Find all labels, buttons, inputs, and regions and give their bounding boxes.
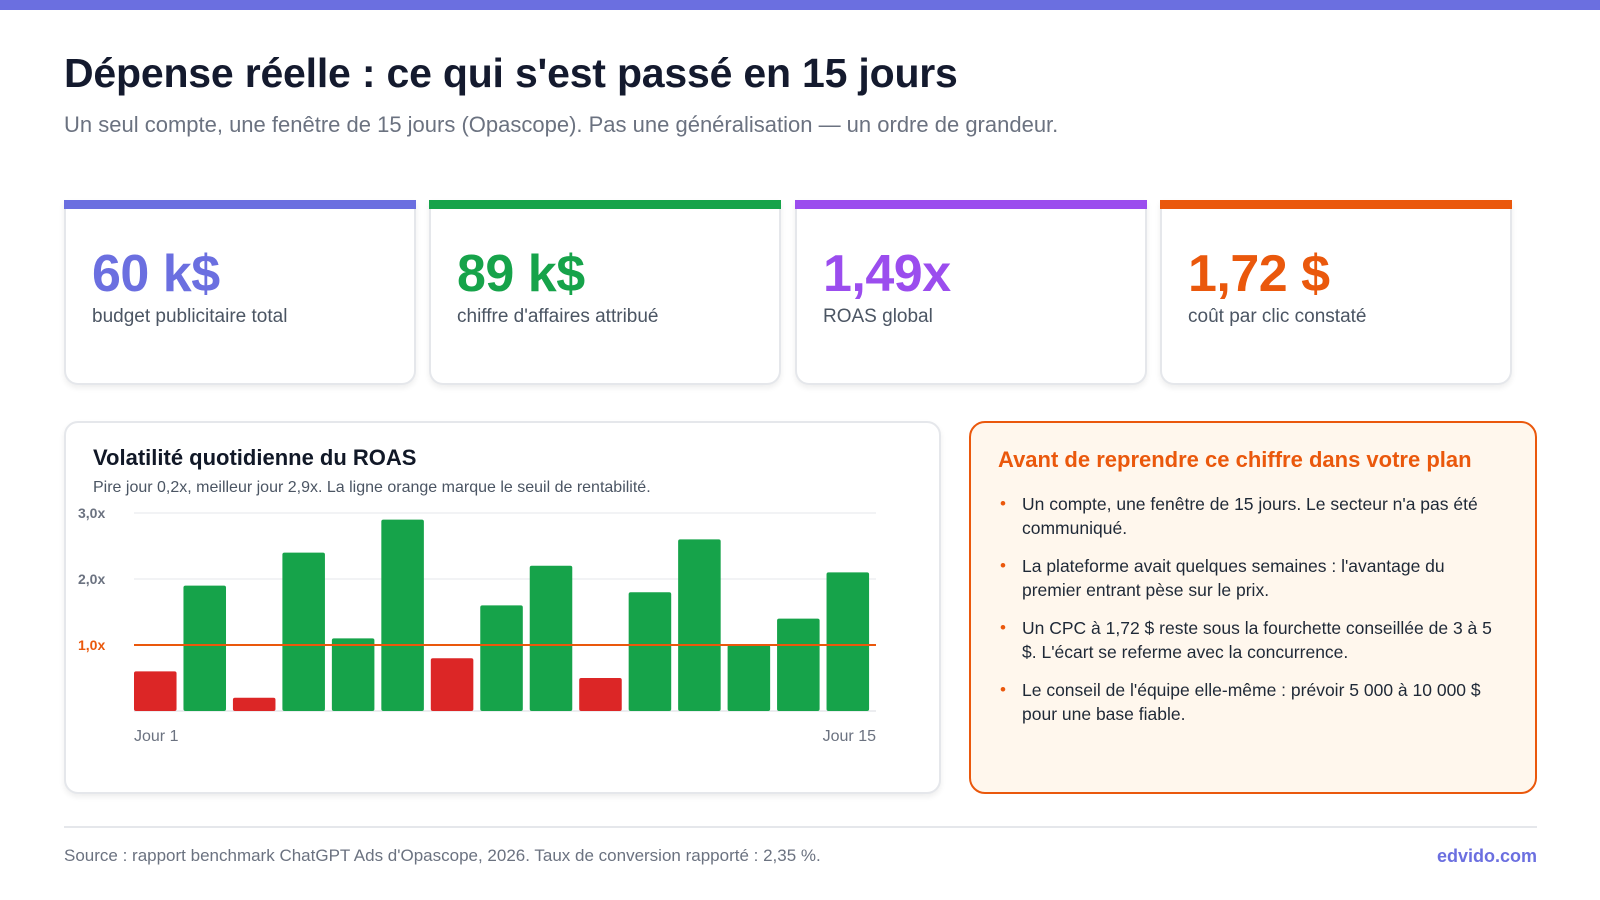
- x-tick-label: Jour 15: [823, 728, 876, 745]
- bullet-icon: •: [1000, 618, 1006, 637]
- kpi-value: 1,72 $: [1188, 245, 1330, 303]
- kpi-accent-bar: [64, 200, 416, 209]
- kpi-value: 60 k$: [92, 245, 220, 303]
- top-accent-bar: [0, 0, 1600, 10]
- roas-bar: [529, 565, 573, 711]
- kpi-label: chiffre d'affaires attribué: [457, 306, 659, 327]
- kpi-label: coût par clic constaté: [1188, 306, 1367, 327]
- kpi-card-roas: 1,49x ROAS global: [795, 200, 1147, 385]
- kpi-card-budget: 60 k$ budget publicitaire total: [64, 200, 416, 385]
- kpi-card-cpc: 1,72 $ coût par clic constaté: [1160, 200, 1512, 385]
- kpi-accent-bar: [1160, 200, 1512, 209]
- caveat-text: Un CPC à 1,72 $ reste sous la fourchette…: [1022, 618, 1492, 662]
- chart-title: Volatilité quotidienne du ROAS: [93, 445, 417, 470]
- caveat-text: Le conseil de l'équipe elle-même : prévo…: [1022, 680, 1481, 724]
- source-note: Source : rapport benchmark ChatGPT Ads d…: [64, 846, 821, 865]
- kpi-accent-bar: [795, 200, 1147, 209]
- list-item: • Un compte, une fenêtre de 15 jours. Le …: [998, 492, 1508, 540]
- y-tick-label: 2,0x: [78, 571, 105, 587]
- list-item: • Un CPC à 1,72 $ reste sous la fourchett…: [998, 616, 1508, 664]
- roas-bar: [727, 645, 771, 711]
- list-item: • La plateforme avait quelques semaines :…: [998, 554, 1508, 602]
- roas-bar: [282, 552, 325, 711]
- roas-bar: [381, 519, 424, 711]
- kpi-value: 1,49x: [823, 245, 951, 303]
- roas-bar: [134, 671, 177, 711]
- caveat-text: La plateforme avait quelques semaines : …: [1022, 556, 1445, 600]
- roas-bar: [826, 572, 870, 711]
- bullet-icon: •: [1000, 556, 1006, 575]
- roas-bar: [232, 697, 276, 711]
- caveat-card: Avant de reprendre ce chiffre dans votre…: [969, 421, 1537, 794]
- kpi-accent-bar: [429, 200, 781, 209]
- kpi-value: 89 k$: [457, 245, 585, 303]
- caveat-title: Avant de reprendre ce chiffre dans votre…: [998, 447, 1472, 472]
- kpi-label: ROAS global: [823, 306, 933, 327]
- roas-bar: [480, 605, 523, 711]
- roas-chart-card: 1,0x 2,0x 3,0x Jour 1 Jour 15 Volatilité quo…: [64, 421, 941, 794]
- list-item: • Le conseil de l'équipe elle-même : prév…: [998, 678, 1508, 726]
- page-title: Dépense réelle : ce qui s'est passé en 1…: [64, 50, 958, 96]
- y-tick-label: 3,0x: [78, 505, 105, 521]
- bullet-icon: •: [1000, 680, 1006, 699]
- roas-bar: [183, 585, 227, 711]
- page-subtitle: Un seul compte, une fenêtre de 15 jours …: [64, 112, 1059, 137]
- kpi-card-revenue: 89 k$ chiffre d'affaires attribué: [429, 200, 781, 385]
- roas-bar: [628, 592, 672, 711]
- x-tick-label: Jour 1: [134, 728, 179, 745]
- roas-bar: [579, 678, 622, 711]
- caveat-text: Un compte, une fenêtre de 15 jours. Le s…: [1022, 494, 1478, 538]
- roas-bar: [777, 618, 820, 711]
- roas-bar-chart: 1,0x 2,0x 3,0x Jour 1 Jour 15: [78, 505, 876, 745]
- bullet-icon: •: [1000, 494, 1006, 513]
- roas-bar: [331, 638, 375, 711]
- chart-subtitle: Pire jour 0,2x, meilleur jour 2,9x. La l…: [93, 479, 651, 496]
- roas-bar: [430, 658, 474, 711]
- brand-link[interactable]: edvido.com: [1436, 846, 1537, 866]
- roas-bar: [678, 539, 721, 711]
- footer-divider: [64, 826, 1537, 828]
- caveat-list: • Un compte, une fenêtre de 15 jours. Le …: [998, 492, 1508, 740]
- y-tick-label: 1,0x: [78, 637, 105, 653]
- kpi-label: budget publicitaire total: [92, 306, 288, 327]
